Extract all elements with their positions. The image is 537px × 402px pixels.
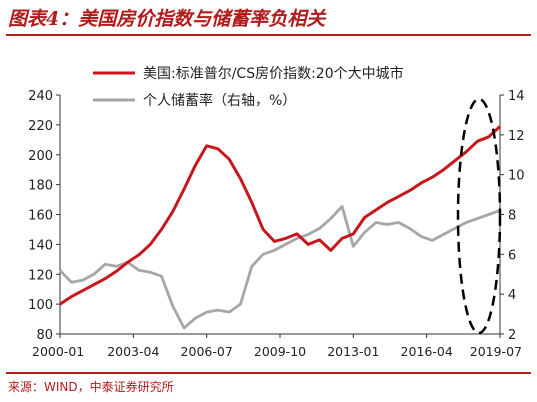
house-price-line bbox=[59, 125, 502, 306]
title-divider bbox=[6, 34, 531, 36]
left-tick-label: 120 bbox=[28, 268, 53, 283]
saving-rate-line bbox=[58, 205, 501, 330]
source-divider bbox=[6, 372, 531, 374]
left-tick-label: 160 bbox=[28, 209, 53, 224]
left-tick-label: 80 bbox=[36, 328, 53, 343]
left-tick-label: 200 bbox=[28, 149, 53, 164]
left-tick-label: 180 bbox=[28, 179, 53, 194]
chart-title: 图表4：美国房价指数与储蓄率负相关 bbox=[8, 8, 326, 30]
right-tick-label: 4 bbox=[508, 288, 516, 303]
right-tick-label: 6 bbox=[508, 248, 516, 263]
right-tick-label: 8 bbox=[508, 209, 516, 224]
right-tick-label: 10 bbox=[508, 169, 525, 184]
chart-canvas: 80 100 120 140 160 180 200 220 240 2 4 6 8 10 12 14 2000… bbox=[28, 65, 524, 359]
right-tick-label: 2 bbox=[508, 328, 516, 343]
source-note: 来源：WIND，中泰证券研究所 bbox=[8, 380, 174, 394]
right-tick-label: 12 bbox=[508, 129, 525, 144]
series-layer bbox=[58, 125, 502, 330]
x-tick-label: 2003-04 bbox=[107, 344, 159, 359]
x-tick-label: 2006-07 bbox=[181, 344, 233, 359]
left-tick-label: 100 bbox=[28, 298, 53, 313]
legend-label-saving-rate: 个人储蓄率（右轴，%） bbox=[143, 92, 296, 109]
right-tick-label: 14 bbox=[508, 89, 525, 104]
left-tick-label: 220 bbox=[28, 119, 53, 134]
highlight-ellipse bbox=[456, 97, 502, 335]
x-tick-label: 2000-01 bbox=[32, 344, 84, 359]
left-tick-label: 140 bbox=[28, 238, 53, 253]
x-tick-label: 2013-01 bbox=[327, 344, 379, 359]
x-tick-label: 2019-07 bbox=[470, 344, 522, 359]
x-tick-label: 2009-10 bbox=[254, 344, 306, 359]
left-tick-label: 240 bbox=[28, 89, 53, 104]
chart-axes: 80 100 120 140 160 180 200 220 240 2 4 6 8 10 12 14 2000… bbox=[28, 89, 524, 359]
x-tick-label: 2016-04 bbox=[401, 344, 453, 359]
legend-label-house-price: 美国:标准普尔/CS房价指数:20个大中城市 bbox=[143, 65, 404, 82]
